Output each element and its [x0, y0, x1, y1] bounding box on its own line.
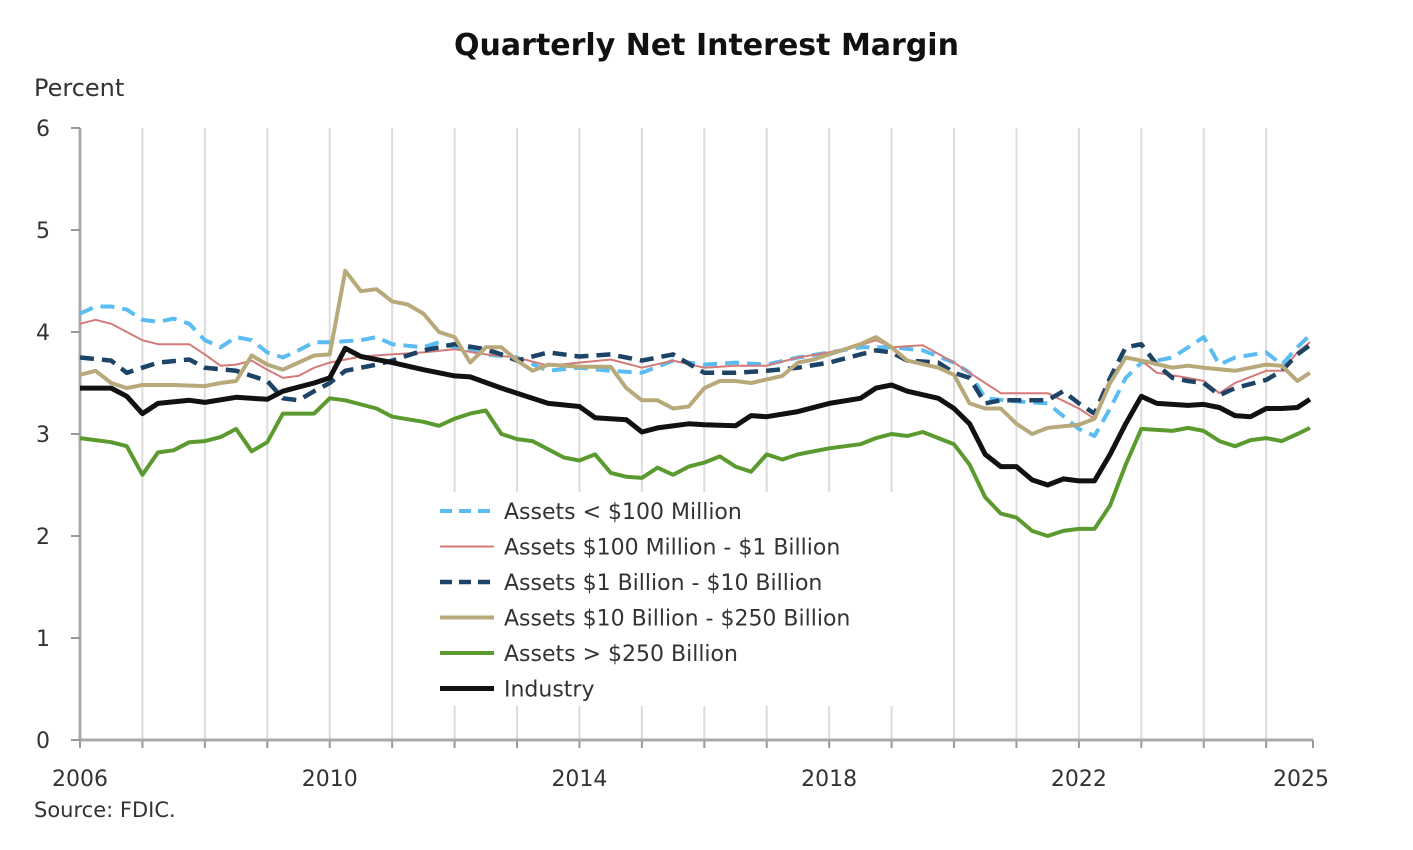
x-tick-label: 2014 [551, 767, 607, 792]
y-tick-label: 2 [36, 525, 50, 550]
series-line-3 [79, 268, 1311, 436]
legend-label: Industry [504, 678, 595, 703]
y-tick-label: 4 [36, 321, 50, 346]
y-axis-label: Percent [34, 74, 125, 102]
source-note: Source: FDIC. [34, 798, 176, 822]
legend-label: Assets > $250 Billion [504, 642, 738, 667]
x-tick-label: 2018 [801, 767, 857, 792]
legend-label: Assets < $100 Million [504, 500, 742, 525]
y-tick-label: 5 [36, 219, 50, 244]
y-tick-label: 3 [36, 423, 50, 448]
series-line-5 [80, 345, 1312, 488]
series-line-1 [79, 318, 1311, 420]
x-tick-label: 2010 [302, 767, 358, 792]
x-tick-label: 2006 [52, 767, 108, 792]
series-line-0 [79, 304, 1312, 438]
legend: Assets < $100 Million Assets $100 Million… [428, 492, 940, 706]
legend-label: Assets $10 Billion - $250 Billion [504, 607, 850, 632]
legend-label: Assets $1 Billion - $10 Billion [504, 571, 822, 596]
chart-title: Quarterly Net Interest Margin [454, 28, 959, 63]
series-line-4 [79, 396, 1311, 538]
series-line-2 [79, 341, 1312, 416]
x-tick-label: 2025 [1273, 767, 1329, 792]
y-tick-label: 6 [36, 117, 50, 142]
y-tick-label: 1 [36, 627, 50, 652]
x-tick-label: 2022 [1051, 767, 1107, 792]
legend-background [428, 492, 940, 706]
y-tick-label: 0 [36, 729, 50, 754]
legend-label: Assets $100 Million - $1 Billion [504, 536, 840, 561]
